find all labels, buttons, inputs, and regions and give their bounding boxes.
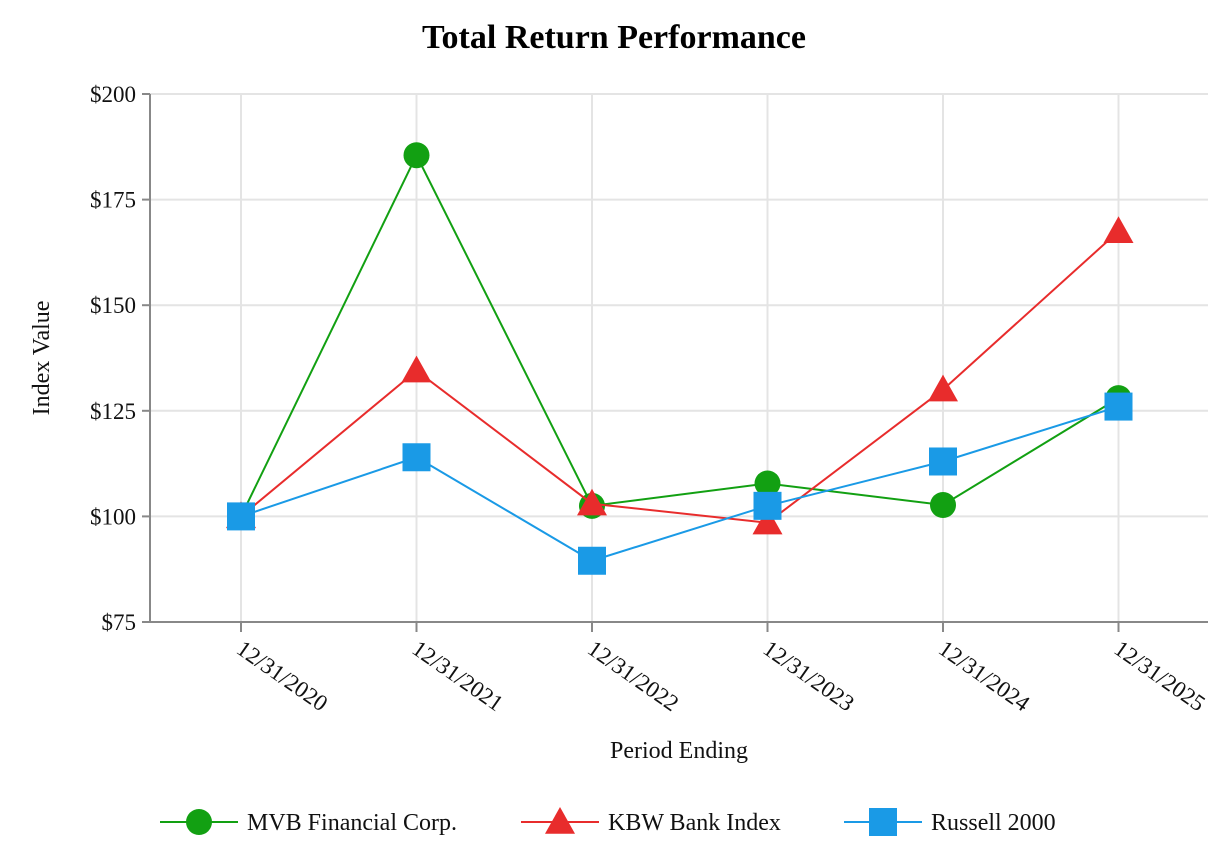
data-point bbox=[402, 443, 431, 472]
y-tick-label: $175 bbox=[90, 188, 136, 213]
grid-lines bbox=[150, 93, 1208, 622]
legend-item: Russell 2000 bbox=[844, 808, 1056, 836]
y-axis-ticks: $75 $100 $125 $150 $175 $200 bbox=[90, 82, 150, 635]
data-point bbox=[753, 491, 782, 520]
series-group bbox=[226, 142, 1134, 575]
series-line bbox=[240, 230, 1120, 524]
x-tick-label: 12/31/2023 bbox=[759, 636, 859, 717]
series-line bbox=[240, 405, 1119, 562]
x-axis-title: Period Ending bbox=[610, 738, 748, 764]
data-point bbox=[1104, 392, 1133, 421]
data-point bbox=[929, 447, 957, 476]
legend-item: MVB Financial Corp. bbox=[160, 809, 457, 836]
legend-label: MVB Financial Corp. bbox=[247, 810, 457, 836]
legend-marker bbox=[186, 809, 212, 835]
data-point bbox=[227, 502, 255, 531]
series-line bbox=[240, 152, 1120, 517]
data-point bbox=[401, 355, 432, 383]
chart-title: Total Return Performance bbox=[422, 19, 806, 56]
x-axis-ticks: 12/31/2020 12/31/2021 12/31/2022 12/31/2023… bbox=[232, 622, 1210, 716]
legend-marker bbox=[545, 807, 575, 834]
data-point bbox=[578, 546, 606, 575]
data-point bbox=[928, 374, 958, 402]
data-point bbox=[1103, 216, 1134, 243]
legend-marker bbox=[869, 808, 897, 836]
data-point bbox=[577, 488, 607, 516]
legend-item: KBW Bank Index bbox=[521, 807, 781, 836]
y-tick-label: $75 bbox=[102, 610, 137, 635]
legend: MVB Financial Corp. KBW Bank Index Russell… bbox=[160, 807, 1056, 836]
x-tick-label: 12/31/2024 bbox=[934, 636, 1035, 717]
legend-label: Russell 2000 bbox=[931, 810, 1056, 836]
x-tick-label: 12/31/2022 bbox=[583, 636, 683, 717]
data-point bbox=[403, 142, 430, 169]
data-point bbox=[752, 507, 783, 535]
data-point bbox=[930, 491, 956, 518]
y-tick-label: $125 bbox=[90, 399, 136, 424]
y-axis-title: Index Value bbox=[29, 301, 55, 416]
y-tick-label: $200 bbox=[90, 82, 136, 107]
data-point bbox=[754, 470, 781, 497]
x-tick-label: 12/31/2020 bbox=[232, 636, 332, 717]
x-tick-label: 12/31/2021 bbox=[408, 636, 508, 717]
y-tick-label: $150 bbox=[90, 293, 136, 318]
series-2 bbox=[227, 392, 1133, 575]
axes bbox=[149, 94, 1208, 623]
series-1 bbox=[226, 216, 1134, 535]
y-tick-label: $100 bbox=[90, 504, 136, 529]
x-tick-label: 12/31/2025 bbox=[1110, 636, 1210, 717]
legend-label: KBW Bank Index bbox=[608, 810, 781, 836]
